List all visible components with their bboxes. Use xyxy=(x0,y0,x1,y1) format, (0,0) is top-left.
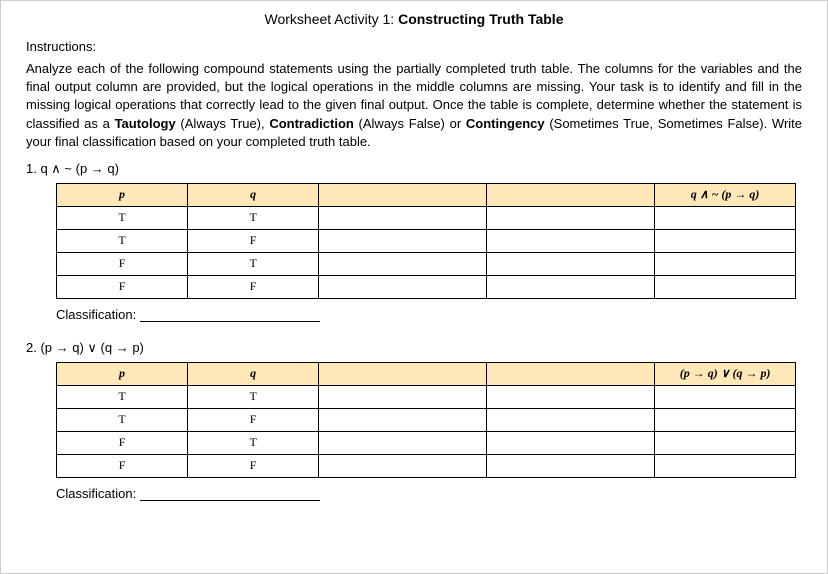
cell-blank xyxy=(319,229,487,252)
col-q: q xyxy=(188,183,319,206)
truth-table-1: p q q ∧ ~ (p → q) T T T F F T xyxy=(56,183,796,299)
table-row: F F xyxy=(57,275,796,298)
table-row: T T xyxy=(57,206,796,229)
cell-final xyxy=(655,275,796,298)
cell-q: F xyxy=(188,454,319,477)
cell-q: T xyxy=(188,252,319,275)
col-final: (p → q) ∨ (q → p) xyxy=(655,362,796,385)
cell-p: F xyxy=(57,454,188,477)
term-contingency: Contingency xyxy=(466,116,545,131)
cell-p: F xyxy=(57,431,188,454)
problem-1-statement: 1. q ∧ ~ (p → q) xyxy=(26,161,802,177)
instr-taut-after: (Always True), xyxy=(176,116,270,131)
cell-final xyxy=(655,385,796,408)
worksheet-title: Worksheet Activity 1: Constructing Truth… xyxy=(26,11,802,27)
title-main: Constructing Truth Table xyxy=(398,11,563,27)
table-row: F F xyxy=(57,454,796,477)
col-p: p xyxy=(57,362,188,385)
cell-blank xyxy=(319,454,487,477)
classification-2: Classification: xyxy=(56,486,802,501)
col-q: q xyxy=(188,362,319,385)
col-blank-2 xyxy=(487,183,655,206)
cell-blank xyxy=(487,385,655,408)
classification-blank-line xyxy=(140,321,320,322)
cell-q: F xyxy=(188,229,319,252)
col-blank-1 xyxy=(319,183,487,206)
cell-blank xyxy=(487,275,655,298)
col-final: q ∧ ~ (p → q) xyxy=(655,183,796,206)
cell-blank xyxy=(487,206,655,229)
classification-1: Classification: xyxy=(56,307,802,322)
table-header-row: p q (p → q) ∨ (q → p) xyxy=(57,362,796,385)
col-blank-1 xyxy=(319,362,487,385)
cell-blank xyxy=(487,408,655,431)
col-blank-2 xyxy=(487,362,655,385)
cell-final xyxy=(655,206,796,229)
cell-blank xyxy=(319,206,487,229)
cell-blank xyxy=(487,454,655,477)
cell-final xyxy=(655,252,796,275)
cell-q: F xyxy=(188,275,319,298)
cell-final xyxy=(655,408,796,431)
problem-2-statement: 2. (p → q) ∨ (q → p) xyxy=(26,340,802,356)
classification-blank-line xyxy=(140,500,320,501)
table-row: F T xyxy=(57,431,796,454)
cell-blank xyxy=(319,275,487,298)
col-p: p xyxy=(57,183,188,206)
title-prefix: Worksheet Activity 1: xyxy=(265,11,399,27)
cell-blank xyxy=(319,252,487,275)
worksheet-page: Worksheet Activity 1: Constructing Truth… xyxy=(0,0,828,574)
cell-p: F xyxy=(57,275,188,298)
cell-blank xyxy=(487,431,655,454)
cell-p: T xyxy=(57,408,188,431)
cell-p: T xyxy=(57,385,188,408)
cell-blank xyxy=(487,252,655,275)
cell-p: T xyxy=(57,206,188,229)
cell-q: F xyxy=(188,408,319,431)
cell-p: T xyxy=(57,229,188,252)
cell-p: F xyxy=(57,252,188,275)
table-row: T F xyxy=(57,408,796,431)
instructions-heading: Instructions: xyxy=(26,39,802,54)
cell-blank xyxy=(319,385,487,408)
cell-q: T xyxy=(188,385,319,408)
term-tautology: Tautology xyxy=(115,116,176,131)
instructions-text: Analyze each of the following compound s… xyxy=(26,60,802,151)
cell-final xyxy=(655,454,796,477)
table-header-row: p q q ∧ ~ (p → q) xyxy=(57,183,796,206)
term-contradiction: Contradiction xyxy=(269,116,354,131)
classification-label: Classification: xyxy=(56,486,136,501)
cell-blank xyxy=(319,431,487,454)
table-row: F T xyxy=(57,252,796,275)
cell-final xyxy=(655,431,796,454)
table-row: T F xyxy=(57,229,796,252)
cell-q: T xyxy=(188,206,319,229)
cell-q: T xyxy=(188,431,319,454)
table-row: T T xyxy=(57,385,796,408)
instr-contr-after: (Always False) or xyxy=(354,116,466,131)
cell-blank xyxy=(487,229,655,252)
cell-blank xyxy=(319,408,487,431)
cell-final xyxy=(655,229,796,252)
truth-table-2: p q (p → q) ∨ (q → p) T T T F F T xyxy=(56,362,796,478)
classification-label: Classification: xyxy=(56,307,136,322)
